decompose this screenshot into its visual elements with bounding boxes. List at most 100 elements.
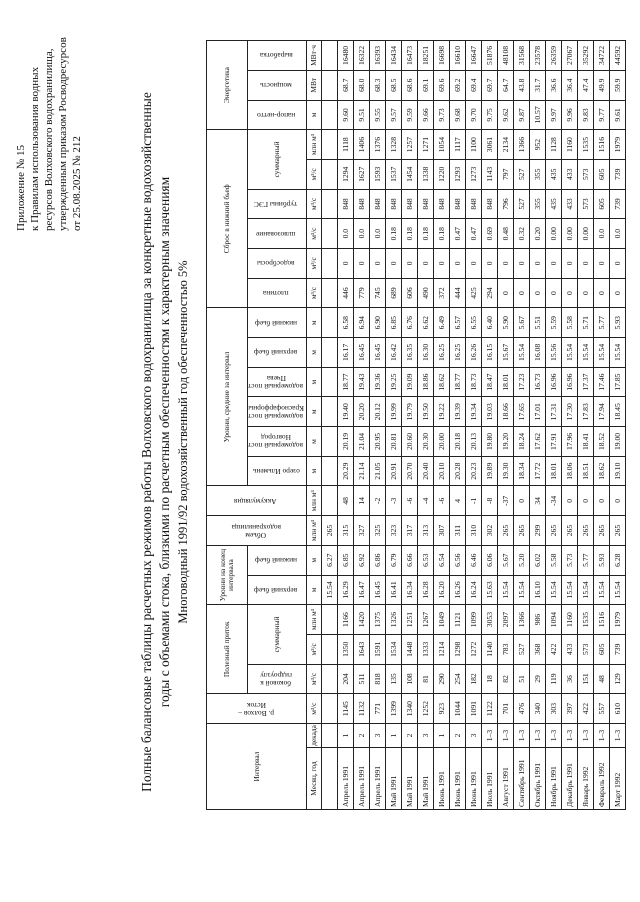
unit-cell: м <box>306 456 322 486</box>
table-cell <box>321 486 338 516</box>
table-cell: -6 <box>433 486 450 516</box>
table-cell: 135 <box>385 664 402 694</box>
table-cell: 0 <box>449 248 466 279</box>
table-cell: 254 <box>449 664 466 694</box>
table-cell: -3 <box>385 486 402 516</box>
table-cell: 17.23 <box>513 367 530 397</box>
table-cell: 48 <box>337 486 354 516</box>
table-cell: 0.0 <box>337 218 354 249</box>
table-cell: 265 <box>593 515 610 546</box>
table-cell: 19.03 <box>481 396 498 427</box>
table-cell: 1535 <box>577 604 594 635</box>
header-cell: верхний бьеф <box>247 337 307 368</box>
table-cell: 422 <box>577 693 594 724</box>
header-cell: мощность <box>247 70 307 101</box>
table-cell: 5.67 <box>513 307 530 338</box>
table-cell: 16610 <box>449 40 466 71</box>
table-cell: 16698 <box>433 40 450 71</box>
table-cell: 15.54 <box>561 575 578 605</box>
table-cell <box>321 278 338 308</box>
table-cell: 18 <box>481 664 498 694</box>
row-label: Июнь 1991 <box>433 747 450 810</box>
table-cell: -8 <box>481 486 498 516</box>
table-cell: 36.4 <box>561 70 578 101</box>
table-row: Май 1991 1 1399 135 1534 1326 16.41 6.79 323 -3 20… <box>385 40 402 810</box>
table-cell: 0 <box>353 248 370 279</box>
header-cell: декада <box>306 723 322 748</box>
table-cell: 17.91 <box>545 426 562 457</box>
table-cell: 9.83 <box>577 100 594 130</box>
table-cell: 490 <box>417 278 434 308</box>
table-cell: 1537 <box>385 159 402 190</box>
table-cell: 1–3 <box>481 723 498 748</box>
table-body: 15.54 6.27 265 Апрель 1991 1 1145 204 1350 1166 1… <box>321 40 626 810</box>
table-cell: 0 <box>337 248 354 279</box>
table-cell: 20.18 <box>449 426 466 457</box>
table-cell: 1326 <box>385 604 402 635</box>
table-row: Май 1991 3 1252 81 1333 1267 16.28 6.53 313 -4 20.… <box>417 40 434 810</box>
table-cell: 0 <box>593 486 610 516</box>
table-cell: -1 <box>465 486 482 516</box>
table-cell: 19.25 <box>385 367 402 397</box>
table-cell: 527 <box>513 159 530 190</box>
table-cell: 265 <box>497 515 514 546</box>
table-cell: 9.55 <box>369 100 386 130</box>
table-cell: 68.0 <box>353 70 370 101</box>
table-cell: 69.1 <box>417 70 434 101</box>
table-cell: 5.58 <box>545 545 562 576</box>
unit-cell: м³/с <box>306 189 322 219</box>
table-row: Май 1991 2 1340 108 1448 1251 16.34 6.66 317 -6 20… <box>401 40 418 810</box>
table-cell: 20.30 <box>417 426 434 457</box>
unit-cell: млн м³ <box>306 604 322 635</box>
table-cell: 16.25 <box>449 337 466 368</box>
table-row: Июнь 1991 1 923 290 1214 1049 16.20 6.54 307 -6 20… <box>433 40 450 810</box>
table-cell <box>321 307 338 338</box>
table-cell: 1627 <box>353 159 370 190</box>
table-cell: 299 <box>529 515 546 546</box>
table-cell: 6.53 <box>417 545 434 576</box>
table-cell: -34 <box>545 486 562 516</box>
table-cell: 265 <box>561 515 578 546</box>
table-cell: 6.66 <box>401 545 418 576</box>
table-cell: 15.54 <box>593 575 610 605</box>
unit-cell: м³/с <box>306 248 322 279</box>
table-cell: 19.50 <box>417 396 434 427</box>
table-row: Апрель 1991 1 1145 204 1350 1166 16.29 6.85 315 4… <box>337 40 354 810</box>
table-cell: 0 <box>545 278 562 308</box>
table-cell: 1–3 <box>593 723 610 748</box>
unit-cell: м <box>306 396 322 427</box>
table-cell: 51 <box>513 664 530 694</box>
table-cell: 18.73 <box>465 367 482 397</box>
table-cell: 69.7 <box>481 70 498 101</box>
table-cell: 1145 <box>337 693 354 724</box>
table-cell: 923 <box>433 693 450 724</box>
table-cell: 0 <box>513 248 530 279</box>
table-cell: 701 <box>497 693 514 724</box>
header-cell: озеро Ильмень <box>247 456 307 486</box>
table-cell: 9.60 <box>337 100 354 130</box>
table-cell: 17.72 <box>529 456 546 486</box>
table-cell: 1257 <box>401 129 418 160</box>
table-cell: 1273 <box>465 159 482 190</box>
table-cell: 18.41 <box>577 426 594 457</box>
table-cell: 1 <box>385 723 402 748</box>
table-cell: 16.24 <box>465 575 482 605</box>
table-cell: 444 <box>449 278 466 308</box>
table-header: Интервал р. Волхов – Исток Полезный прит… <box>206 40 322 810</box>
table-cell: 745 <box>369 278 386 308</box>
table-cell: 0.69 <box>481 218 498 249</box>
table-cell: 783 <box>497 634 514 665</box>
table-cell: 1979 <box>609 129 626 160</box>
table-cell: 18.66 <box>497 396 514 427</box>
table-cell: 204 <box>337 664 354 694</box>
header-cell: выработка <box>247 40 307 71</box>
header-cell: плотина <box>247 278 307 308</box>
table-cell: 6.56 <box>449 545 466 576</box>
table-cell: 0.18 <box>401 218 418 249</box>
table-cell: 1049 <box>433 604 450 635</box>
table-cell: 51876 <box>481 40 498 71</box>
table-cell: 1–3 <box>609 723 626 748</box>
table-cell: 19.22 <box>433 396 450 427</box>
table-cell: 5.59 <box>545 307 562 338</box>
table-cell: 9.59 <box>401 100 418 130</box>
